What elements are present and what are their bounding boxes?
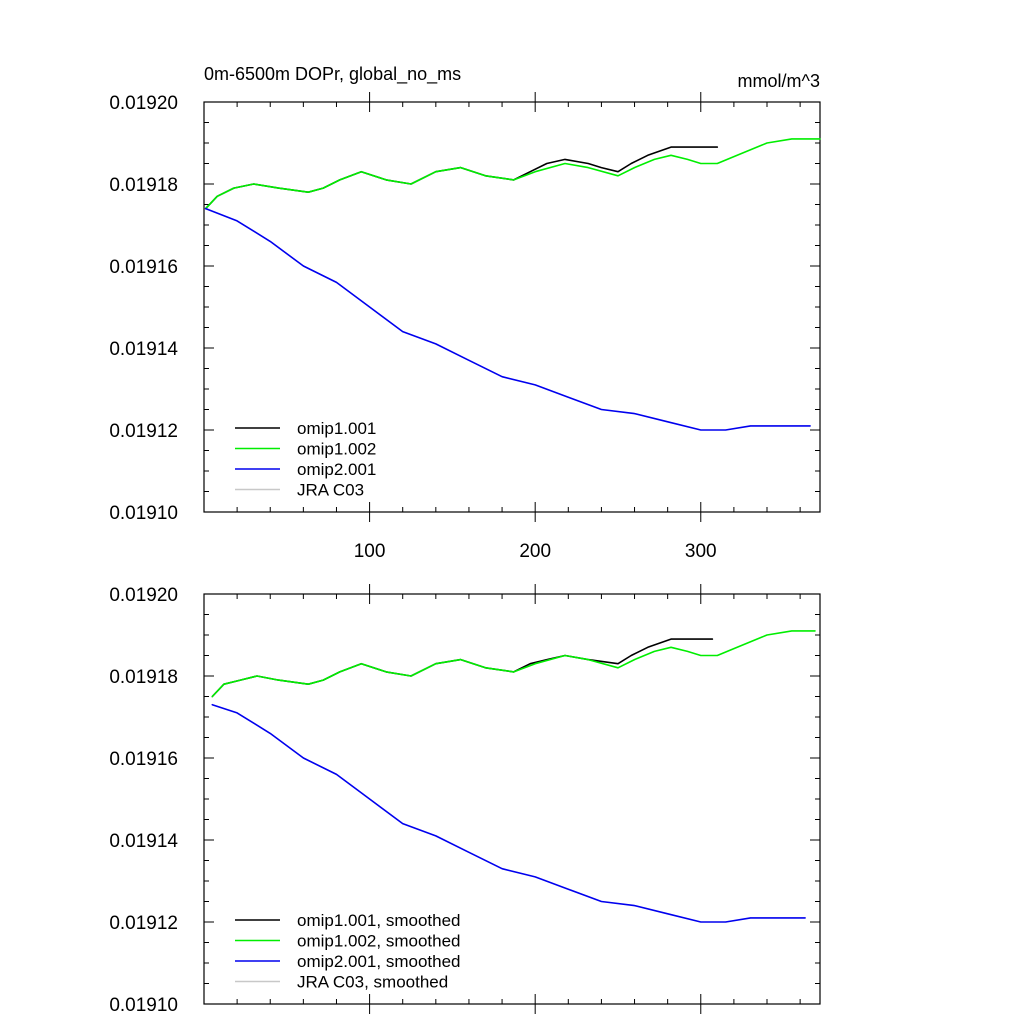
- y-tick-label: 0.01912: [109, 421, 178, 442]
- y-tick-label: 0.01914: [109, 831, 178, 852]
- y-tick-label: 0.01916: [109, 749, 178, 770]
- chart-title: 0m-6500m DOPr, global_no_ms: [204, 64, 461, 85]
- y-tick-label: 0.01912: [109, 913, 178, 934]
- units-label: mmol/m^3: [738, 71, 820, 91]
- series-line-1: [204, 138, 821, 210]
- legend-label: omip1.002: [297, 440, 376, 459]
- series-line-2: [211, 703, 806, 923]
- y-tick-label: 0.01914: [109, 339, 178, 360]
- y-tick-label: 0.01910: [109, 995, 178, 1016]
- legend-label: omip1.001, smoothed: [297, 911, 461, 930]
- legend-label: omip1.002, smoothed: [297, 932, 461, 951]
- x-tick-label: 300: [685, 541, 717, 562]
- legend-label: omip1.001: [297, 419, 376, 438]
- y-tick-label: 0.01920: [109, 585, 178, 606]
- series-line-0: [204, 146, 719, 210]
- x-tick-label: 100: [354, 541, 386, 562]
- panel-bottom: 0.01910 0.01912 0.01914 0.01916 0.01918 0.019…: [109, 584, 821, 1016]
- legend-label: omip2.001: [297, 460, 376, 479]
- y-tick-label: 0.01910: [109, 503, 178, 524]
- y-tick-label: 0.01920: [109, 93, 178, 114]
- legend-label: omip2.001, smoothed: [297, 952, 461, 971]
- legend-label: JRA C03, smoothed: [297, 973, 448, 992]
- y-tick-label: 0.01918: [109, 667, 178, 688]
- series-line-0: [211, 638, 714, 698]
- y-tick-label: 0.01916: [109, 257, 178, 278]
- series-line-1: [211, 630, 816, 698]
- x-tick-label: 200: [519, 541, 551, 562]
- legend-label: JRA C03: [297, 481, 364, 500]
- panel-top: 0.01910 0.01912 0.01914 0.01916 0.01918 0.019…: [109, 64, 821, 562]
- series-line-2: [204, 207, 811, 431]
- y-tick-label: 0.01918: [109, 175, 178, 196]
